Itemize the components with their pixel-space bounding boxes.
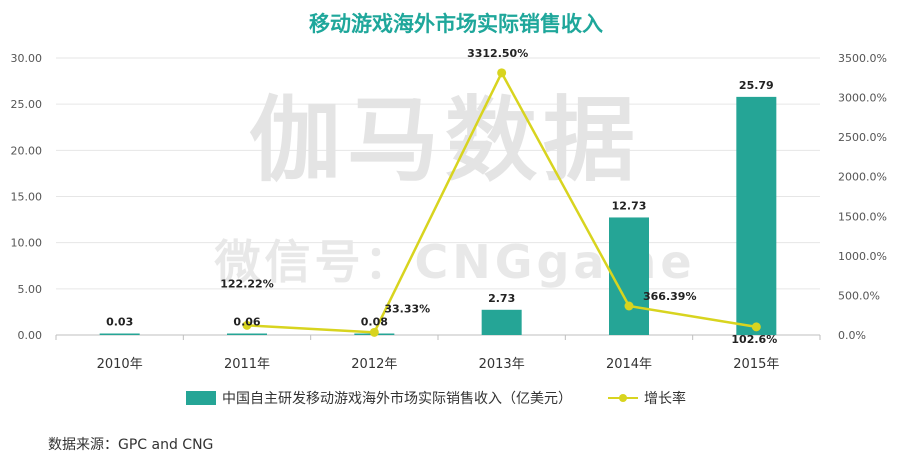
y-right-tick-label: 0.0% xyxy=(838,329,866,342)
y-left-tick-label: 5.00 xyxy=(18,283,43,296)
y-right-tick-label: 2500.0% xyxy=(838,131,887,144)
y-axis-right: 0.0% 500.0% 1000.0% 1500.0% 2000.0% 2500.0% 30… xyxy=(838,52,887,342)
growth-point-label: 366.39% xyxy=(643,290,696,303)
growth-point xyxy=(751,322,761,332)
growth-point-label: 3312.50% xyxy=(467,47,528,60)
x-tick-label: 2010年 xyxy=(97,357,143,372)
y-left-tick-label: 20.00 xyxy=(11,144,43,157)
revenue-bar-label: 0.08 xyxy=(361,316,388,329)
revenue-bar-label: 2.73 xyxy=(488,292,515,305)
chart-title: 移动游戏海外市场实际销售收入 xyxy=(309,12,603,36)
y-left-tick-label: 10.00 xyxy=(11,237,43,250)
legend: 中国自主研发移动游戏海外市场实际销售收入（亿美元） 增长率 xyxy=(186,388,686,408)
x-tick-label: 2013年 xyxy=(479,357,525,372)
legend-item-revenue[interactable]: 中国自主研发移动游戏海外市场实际销售收入（亿美元） xyxy=(186,388,572,408)
revenue-bar-label: 0.03 xyxy=(106,316,133,329)
growth-point xyxy=(242,320,252,330)
revenue-bar xyxy=(99,333,140,335)
bar-series xyxy=(99,96,777,335)
y-left-tick-label: 15.00 xyxy=(11,191,43,204)
revenue-bar xyxy=(736,96,777,335)
growth-point xyxy=(369,327,379,337)
y-left-tick-label: 25.00 xyxy=(11,98,43,111)
growth-line-series xyxy=(242,68,761,337)
y-right-tick-label: 3000.0% xyxy=(838,92,887,105)
revenue-bar xyxy=(227,333,267,335)
x-axis: 2010年 2011年 2012年 2013年 2014年 2015年 xyxy=(55,335,821,372)
x-tick-label: 2014年 xyxy=(606,357,652,372)
legend-label-revenue: 中国自主研发移动游戏海外市场实际销售收入（亿美元） xyxy=(222,391,572,407)
revenue-bar-label: 0.06 xyxy=(233,316,260,329)
y-right-tick-label: 1500.0% xyxy=(838,210,887,223)
y-axis-left: 0.00 5.00 10.00 15.00 20.00 25.00 30.00 xyxy=(11,52,43,342)
growth-point xyxy=(624,301,634,311)
growth-point-label: 102.6% xyxy=(731,333,777,346)
revenue-bar xyxy=(481,309,522,335)
watermark: 伽马数据 微信号：CNGgame xyxy=(213,87,691,289)
revenue-bar xyxy=(609,217,649,335)
legend-item-growth[interactable]: 增长率 xyxy=(572,388,686,408)
revenue-bar-label: 25.79 xyxy=(739,79,774,92)
growth-point-label: 33.33% xyxy=(384,302,430,315)
legend-bar-swatch xyxy=(186,391,216,405)
y-left-tick-label: 30.00 xyxy=(11,52,43,65)
data-labels: 0.03 0.06 0.08 2.73 12.73 25.79 122.22% 33.33% 3… xyxy=(106,47,777,346)
y-right-tick-label: 1000.0% xyxy=(838,250,887,263)
watermark-main: 伽马数据 xyxy=(249,87,641,194)
y-right-tick-label: 2000.0% xyxy=(838,171,887,184)
y-right-tick-label: 500.0% xyxy=(838,289,880,302)
revenue-bar-label: 12.73 xyxy=(612,199,647,212)
growth-point xyxy=(497,68,507,78)
x-tick-label: 2011年 xyxy=(224,357,270,372)
legend-label-growth: 增长率 xyxy=(644,391,686,407)
source-note: 数据来源：GPC and CNG xyxy=(48,437,214,453)
x-tick-label: 2015年 xyxy=(733,357,779,372)
x-tick-label: 2012年 xyxy=(351,357,397,372)
legend-line-swatch xyxy=(608,391,638,405)
y-left-tick-label: 0.00 xyxy=(18,329,43,342)
y-right-tick-label: 3500.0% xyxy=(838,52,887,65)
growth-point-label: 122.22% xyxy=(220,277,273,290)
